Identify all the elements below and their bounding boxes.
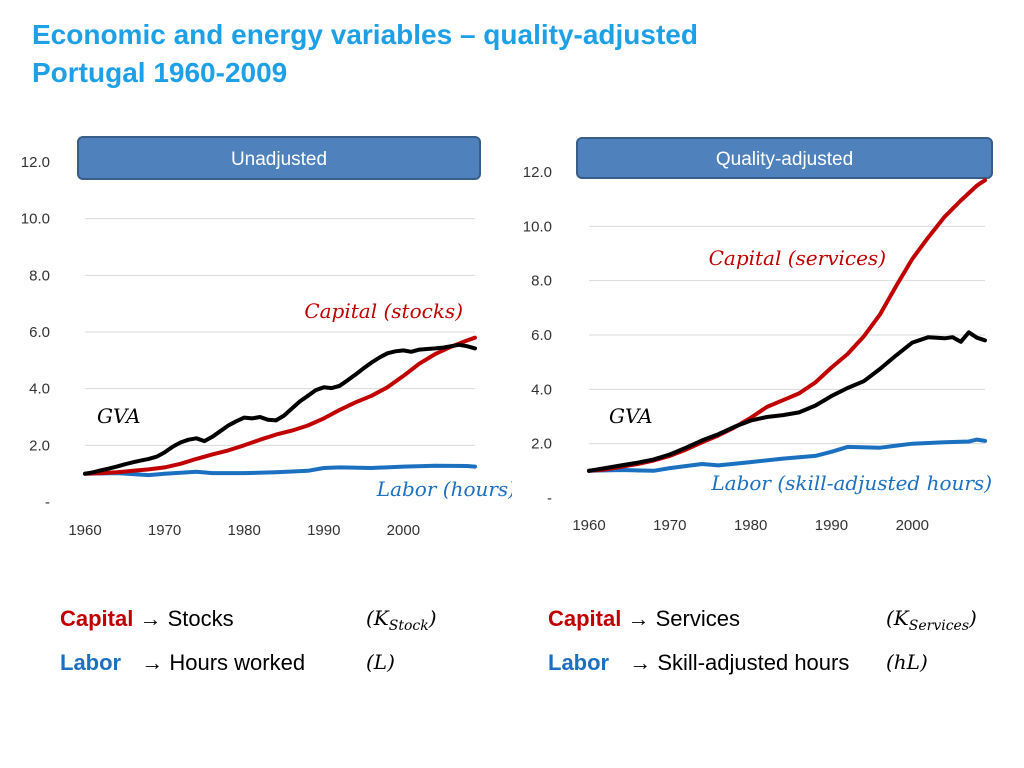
legend-right-labor-word: Labor xyxy=(548,650,610,675)
legend-left-capital-word: Capital xyxy=(60,606,134,631)
annotation-gva: GVA xyxy=(97,404,141,428)
y-tick-label: 2.0 xyxy=(29,437,50,454)
annotation-labor: Labor (skill-adjusted hours) xyxy=(710,471,992,495)
annotation-capital: Capital (stocks) xyxy=(304,299,463,323)
legend-right-labor: Labor → Skill-adjusted hours xyxy=(548,650,849,676)
legend-right-capital: Capital → Services xyxy=(548,606,740,632)
annotation-gva: GVA xyxy=(609,404,653,428)
page-title: Economic and energy variables – quality-… xyxy=(32,16,698,92)
annotation-labor: Labor (hours) xyxy=(376,477,512,501)
y-tick-label: 2.0 xyxy=(531,436,552,453)
legend-left-capital: Capital → Stocks xyxy=(60,606,234,632)
legend-left-capital-text: → Stocks xyxy=(139,606,234,631)
x-tick-label: 1970 xyxy=(148,522,181,539)
legend-right-capital-text: → Services xyxy=(627,606,740,631)
capital-line xyxy=(83,335,477,476)
panel-label-box xyxy=(77,136,481,180)
x-tick-label: 1990 xyxy=(815,517,848,534)
legend-left: Capital → Stocks (KStock) Labor → Hours … xyxy=(60,606,500,686)
annotation-capital: Capital (services) xyxy=(709,246,886,270)
x-tick-label: 2000 xyxy=(387,522,420,539)
y-tick-label: 10.0 xyxy=(21,211,50,228)
x-tick-label: 1990 xyxy=(307,522,340,539)
gva-line xyxy=(83,342,477,476)
y-tick-label: 12.0 xyxy=(21,154,50,171)
y-tick-label: 8.0 xyxy=(29,267,50,284)
y-tick-label: 4.0 xyxy=(531,381,552,398)
legend-right-labor-text: → Skill-adjusted hours xyxy=(629,650,850,675)
panel-label-box xyxy=(576,137,993,179)
legend-right-capital-word: Capital xyxy=(548,606,622,631)
title-line-2: Portugal 1960-2009 xyxy=(32,57,288,88)
y-tick-label: 6.0 xyxy=(531,327,552,344)
title-line-1: Economic and energy variables – quality-… xyxy=(32,19,698,50)
chart-quality-adjusted: - 2.0 4.0 6.0 8.0 10.0 12.0 1960 1970 1980 1990 200… xyxy=(523,137,993,534)
legend-left-capital-symbol: (KStock) xyxy=(366,606,437,634)
legend-left-labor-symbol: (L) xyxy=(366,650,395,674)
x-tick-label: 1980 xyxy=(734,517,767,534)
panel-label: Unadjusted xyxy=(231,149,327,170)
y-tick-label: - xyxy=(45,494,50,511)
legend-right-capital-symbol: (KServices) xyxy=(886,606,977,634)
x-tick-label: 1980 xyxy=(227,522,260,539)
legend-left-labor: Labor → Hours worked xyxy=(60,650,305,676)
legend-left-labor-word: Labor xyxy=(60,650,122,675)
x-tick-label: 1970 xyxy=(653,517,686,534)
y-tick-label: 12.0 xyxy=(523,164,552,181)
x-tick-label: 2000 xyxy=(896,517,929,534)
legend-right: Capital → Services (KServices) Labor → S… xyxy=(548,606,998,686)
labor-line xyxy=(83,463,477,478)
legend-left-labor-text: → Hours worked xyxy=(141,650,306,675)
x-tick-label: 1960 xyxy=(572,517,605,534)
gva-line xyxy=(587,330,987,473)
y-tick-label: 8.0 xyxy=(531,273,552,290)
y-tick-label: - xyxy=(547,490,552,507)
labor-line xyxy=(587,437,987,473)
legend-right-labor-symbol: (hL) xyxy=(886,650,928,674)
x-tick-label: 1960 xyxy=(68,522,101,539)
chart-unadjusted: - 2.0 4.0 6.0 8.0 10.0 12.0 1960 1970 1980 1990 200… xyxy=(21,136,512,539)
panel-label: Quality-adjusted xyxy=(716,149,853,170)
y-tick-label: 4.0 xyxy=(29,381,50,398)
y-tick-label: 6.0 xyxy=(29,324,50,341)
y-tick-label: 10.0 xyxy=(523,218,552,235)
